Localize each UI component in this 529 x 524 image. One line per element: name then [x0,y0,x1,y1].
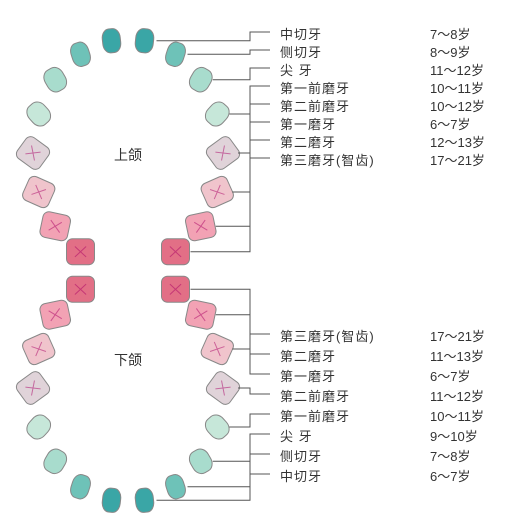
tooth-age: 6～7岁 [430,366,520,385]
tooth-name: 侧切牙 [280,446,400,465]
tooth-age: 10～11岁 [430,406,520,425]
tooth-age: 10～11岁 [430,78,520,97]
tooth-age: 11～12岁 [430,60,520,79]
tooth-name: 侧切牙 [280,42,400,61]
tooth-name: 第二磨牙 [280,132,400,151]
tooth-age: 7～8岁 [430,446,520,465]
tooth-row: 第一磨牙 6～7岁 [280,366,520,385]
tooth-row: 第一前磨牙 10～11岁 [280,78,520,97]
tooth-name: 尖 牙 [280,426,400,445]
tooth-row: 尖 牙 9～10岁 [280,426,520,445]
tooth-name: 第一磨牙 [280,114,400,133]
tooth-name: 第二磨牙 [280,346,400,365]
tooth-name: 中切牙 [280,466,400,485]
tooth-row: 中切牙 7～8岁 [280,24,520,43]
tooth-name: 第三磨牙(智齿) [280,326,400,345]
tooth-age: 6～7岁 [430,466,520,485]
tooth-name: 第一磨牙 [280,366,400,385]
tooth-age: 9～10岁 [430,426,520,445]
tooth-row: 第三磨牙(智齿) 17～21岁 [280,150,520,169]
tooth-row: 第二前磨牙 10～12岁 [280,96,520,115]
upper-jaw-label: 上颌 [114,145,142,165]
tooth-name: 第一前磨牙 [280,78,400,97]
tooth-age: 17～21岁 [430,326,520,345]
tooth-row: 侧切牙 7～8岁 [280,446,520,465]
tooth-row: 第三磨牙(智齿) 17～21岁 [280,326,520,345]
tooth-row: 第二磨牙 11～13岁 [280,346,520,365]
lower-jaw-label: 下颌 [114,350,142,370]
tooth-row: 第二磨牙 12～13岁 [280,132,520,151]
tooth-row: 侧切牙 8～9岁 [280,42,520,61]
tooth-age: 10～12岁 [430,96,520,115]
tooth-row: 中切牙 6～7岁 [280,466,520,485]
tooth-row: 尖 牙 11～12岁 [280,60,520,79]
tooth-age: 7～8岁 [430,24,520,43]
tooth-name: 第三磨牙(智齿) [280,150,400,169]
tooth-age: 17～21岁 [430,150,520,169]
tooth-row: 第二前磨牙 11～12岁 [280,386,520,405]
tooth-row: 第一磨牙 6～7岁 [280,114,520,133]
tooth-name: 第二前磨牙 [280,96,400,115]
tooth-name: 第一前磨牙 [280,406,400,425]
tooth-age: 11～13岁 [430,346,520,365]
tooth-age: 11～12岁 [430,386,520,405]
tooth-name: 中切牙 [280,24,400,43]
tooth-eruption-diagram: 上颌 下颌 中切牙7～8岁侧切牙8～9岁尖 牙11～12岁第一前磨牙10～11岁… [0,0,529,524]
tooth-age: 8～9岁 [430,42,520,61]
tooth-age: 6～7岁 [430,114,520,133]
tooth-age: 12～13岁 [430,132,520,151]
tooth-name: 第二前磨牙 [280,386,400,405]
tooth-name: 尖 牙 [280,60,400,79]
tooth-row: 第一前磨牙 10～11岁 [280,406,520,425]
